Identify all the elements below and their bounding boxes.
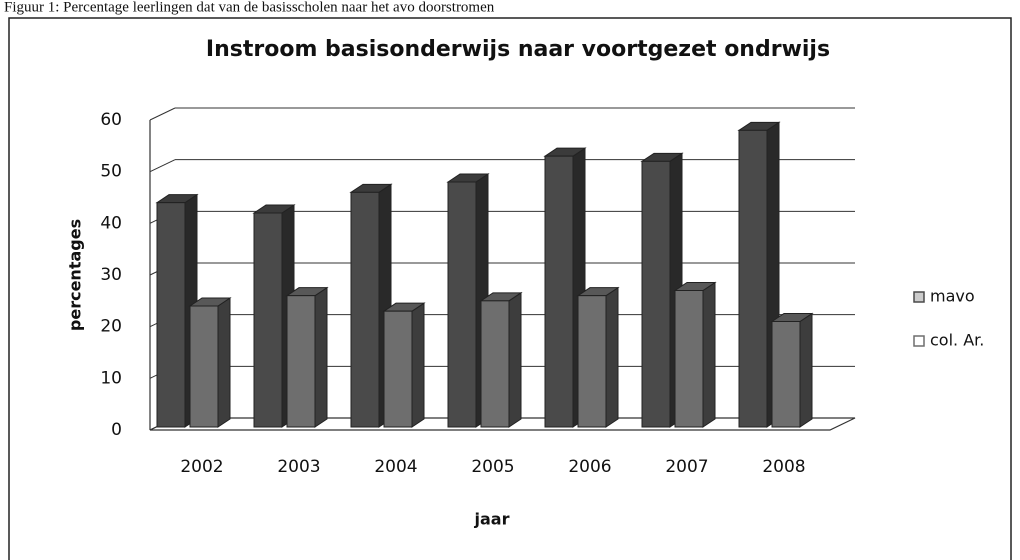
legend-label: mavo (930, 287, 975, 306)
bar (577, 295, 607, 428)
figure-caption: Figuur 1: Percentage leerlingen dat van … (4, 0, 495, 15)
bar (383, 310, 413, 428)
x-tick-label: 2005 (471, 457, 514, 477)
bar (253, 212, 283, 428)
bar (189, 305, 219, 428)
bar (286, 295, 316, 428)
grid-line (149, 159, 176, 173)
bar-side (702, 281, 716, 428)
bar-side (411, 302, 425, 428)
bar (771, 321, 801, 428)
bar (738, 129, 768, 428)
y-tick-label: 50 (100, 162, 122, 182)
y-tick-label: 40 (100, 213, 122, 233)
bar (350, 191, 380, 428)
y-axis-label: percentages (66, 219, 85, 331)
grid-line (149, 107, 176, 121)
x-tick-label: 2004 (374, 457, 417, 477)
x-tick-label: 2008 (762, 457, 805, 477)
x-tick-label: 2002 (180, 457, 223, 477)
x-tick-label: 2006 (568, 457, 611, 477)
bar (641, 160, 671, 428)
legend-label: col. Ar. (930, 331, 984, 350)
bar-side (508, 291, 522, 428)
chart-frame (8, 17, 1012, 560)
bar-side (799, 312, 813, 428)
bar (480, 300, 510, 428)
bar-side (605, 286, 619, 428)
x-tick-label: 2007 (665, 457, 708, 477)
y-tick-label: 30 (100, 265, 122, 285)
bar (674, 290, 704, 428)
bar-side (314, 286, 328, 428)
bar (544, 155, 574, 428)
y-tick-label: 10 (100, 368, 122, 388)
y-tick-label: 20 (100, 317, 122, 337)
legend-swatch (913, 291, 925, 303)
bar (156, 202, 186, 428)
legend-swatch (913, 335, 925, 347)
y-tick-label: 60 (100, 110, 122, 130)
bar-side (217, 297, 231, 428)
chart-title: Instroom basisonderwijs naar voortgezet … (206, 37, 830, 62)
x-tick-label: 2003 (277, 457, 320, 477)
bar (447, 181, 477, 428)
y-tick-label: 0 (111, 420, 122, 440)
x-axis-label: jaar (474, 510, 510, 529)
